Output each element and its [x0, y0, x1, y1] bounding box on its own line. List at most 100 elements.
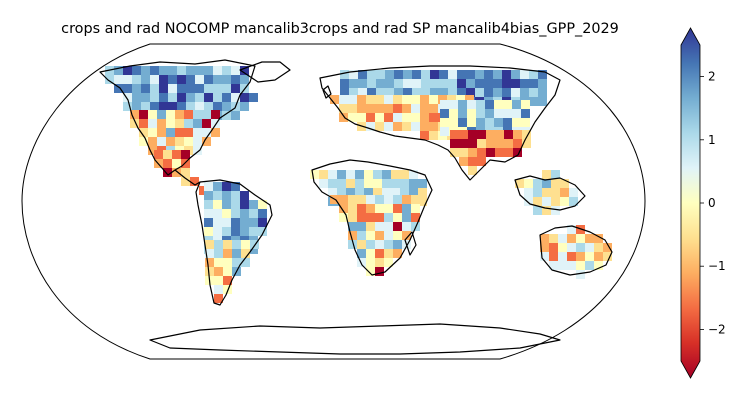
grid-cell: [349, 70, 358, 79]
grid-cell: [141, 75, 150, 84]
grid-cell: [348, 113, 357, 122]
grid-cell: [567, 234, 576, 243]
grid-cell: [339, 113, 348, 122]
grid-cell: [512, 109, 521, 118]
grid-cell: [400, 170, 409, 179]
grid-cell: [114, 66, 123, 75]
grid-cell: [232, 249, 241, 258]
grid-cell: [357, 222, 366, 231]
grid-cell: [477, 157, 486, 166]
grid-cell: [456, 95, 465, 104]
grid-cell: [222, 93, 231, 102]
grid-cell: [567, 252, 576, 261]
grid-cell: [348, 195, 357, 204]
grid-cell: [366, 240, 375, 249]
grid-cell: [231, 111, 240, 120]
grid-cell: [465, 95, 474, 104]
grid-cell: [576, 225, 585, 234]
grid-cell: [384, 204, 393, 213]
grid-cell: [521, 118, 530, 127]
grid-cell: [560, 188, 569, 197]
grid-cell: [385, 88, 394, 97]
grid-cell: [495, 148, 504, 157]
grid-cell: [511, 70, 520, 79]
grid-cell: [204, 209, 213, 218]
grid-cell: [223, 258, 232, 267]
grid-cell: [393, 249, 402, 258]
grid-cell: [241, 258, 250, 267]
grid-cell: [166, 110, 175, 119]
grid-cell: [440, 118, 449, 127]
grid-cell: [484, 79, 493, 88]
grid-cell: [346, 170, 355, 179]
grid-cell: [193, 137, 202, 146]
grid-cell: [168, 102, 177, 111]
coastline-segment: [319, 65, 561, 181]
grid-cell: [429, 95, 438, 104]
grid-cell: [148, 146, 157, 155]
grid-cell: [393, 204, 402, 213]
grid-cell: [202, 128, 211, 137]
grid-cell: [394, 79, 403, 88]
grid-cell: [213, 75, 222, 84]
grid-cell: [141, 102, 150, 111]
grid-cell: [240, 102, 249, 111]
grid-cell: [485, 100, 494, 109]
grid-cell: [163, 150, 172, 159]
grid-cell: [375, 113, 384, 122]
grid-cell: [549, 234, 558, 243]
grid-cell: [376, 70, 385, 79]
grid-cell: [513, 130, 522, 139]
grid-cell: [202, 110, 211, 119]
grid-cell: [339, 95, 348, 104]
grid-cell: [447, 95, 456, 104]
colorbar-scale: [680, 27, 701, 379]
grid-cell: [222, 191, 231, 200]
grid-cell: [418, 188, 427, 197]
grid-cell: [409, 170, 418, 179]
grid-cell: [511, 79, 520, 88]
grid-cell: [214, 276, 223, 285]
grid-cell: [384, 231, 393, 240]
grid-cell: [503, 109, 512, 118]
grid-cell: [411, 104, 420, 113]
grid-cell: [376, 79, 385, 88]
grid-cell: [418, 197, 427, 206]
grid-cell: [150, 66, 159, 75]
grid-cell: [402, 122, 411, 131]
grid-cell: [400, 188, 409, 197]
grid-cell: [172, 150, 181, 159]
grid-cell: [468, 139, 477, 148]
grid-cell: [150, 75, 159, 84]
grid-cell: [494, 109, 503, 118]
grid-cell: [439, 79, 448, 88]
grid-cell: [213, 66, 222, 75]
grid-cell: [459, 157, 468, 166]
grid-cell: [213, 209, 222, 218]
grid-cell: [357, 231, 366, 240]
grid-cell: [249, 218, 258, 227]
grid-cell: [159, 66, 168, 75]
grid-cell: [366, 231, 375, 240]
grid-cell: [551, 179, 560, 188]
grid-cell: [409, 188, 418, 197]
grid-cell: [177, 93, 186, 102]
grid-cell: [231, 182, 240, 191]
grid-cell: [213, 218, 222, 227]
coastline-segment: [174, 169, 201, 186]
grid-cell: [250, 240, 259, 249]
grid-cell: [195, 93, 204, 102]
grid-cell: [421, 70, 430, 79]
grid-cell: [393, 213, 402, 222]
grid-cell: [186, 66, 195, 75]
grid-cell: [475, 88, 484, 97]
grid-cell: [504, 139, 513, 148]
grid-cell: [132, 93, 141, 102]
grid-cell: [393, 95, 402, 104]
grid-cell: [184, 110, 193, 119]
grid-cell: [513, 148, 522, 157]
grid-cell: [393, 195, 402, 204]
coastline-segment: [404, 231, 417, 256]
grid-cell: [391, 179, 400, 188]
grid-cell: [366, 213, 375, 222]
